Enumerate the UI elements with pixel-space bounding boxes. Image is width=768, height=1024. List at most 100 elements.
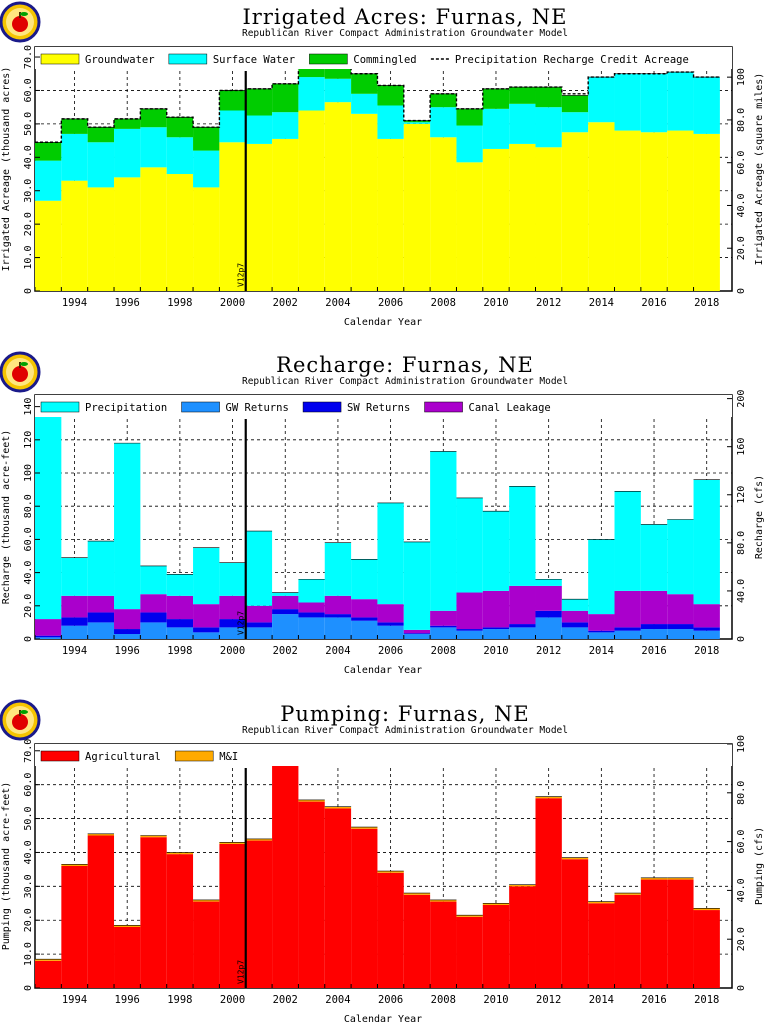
bar-segment bbox=[430, 610, 457, 626]
y-tick-label: 0 bbox=[23, 985, 34, 991]
y-axis-label-left: Irrigated Acreage (thousand acres) bbox=[1, 67, 12, 272]
bar-segment bbox=[456, 915, 483, 917]
x-tick-label: 1998 bbox=[167, 297, 192, 309]
x-tick-label: 2012 bbox=[536, 645, 561, 657]
axis-ticks: 0 10.0 20.0 30.0 40.0 50.0 60.0 70.0 0 20.0 40.0 60… bbox=[23, 45, 747, 309]
x-axis-label: Calendar Year bbox=[344, 665, 422, 676]
legend-label: Precipitation bbox=[85, 402, 167, 414]
bar-segment bbox=[693, 908, 720, 911]
bar-segment bbox=[456, 162, 483, 291]
bar-segment bbox=[403, 629, 431, 634]
y-tick-label: 40.0 bbox=[23, 145, 34, 169]
bar-segment bbox=[245, 627, 273, 639]
bar-segment bbox=[272, 609, 299, 615]
bar-segment bbox=[535, 579, 562, 586]
bar-segment bbox=[245, 622, 273, 628]
bar-segment bbox=[430, 137, 457, 291]
x-tick-label: 2006 bbox=[378, 297, 403, 309]
bar-segment bbox=[114, 443, 141, 610]
y2-tick-label: 0 bbox=[736, 288, 747, 294]
bar-segment bbox=[535, 107, 562, 148]
bar-segment bbox=[403, 894, 431, 988]
bar-segment bbox=[193, 901, 220, 988]
x-tick-label: 2012 bbox=[536, 994, 561, 1006]
bar-segment bbox=[35, 160, 62, 201]
bar-segment bbox=[193, 899, 220, 902]
bar-segment bbox=[430, 899, 457, 902]
bar-segment bbox=[482, 629, 510, 639]
bar-segment bbox=[140, 565, 167, 595]
bar-segment bbox=[561, 132, 589, 291]
x-tick-label: 1996 bbox=[115, 297, 140, 309]
x-tick-label: 2006 bbox=[378, 994, 403, 1006]
bar-segment bbox=[377, 604, 404, 623]
legend-swatch bbox=[40, 750, 80, 762]
bar-segment bbox=[482, 590, 510, 628]
y-tick-label: 60.0 bbox=[23, 78, 34, 102]
x-tick-label: 1994 bbox=[62, 645, 87, 657]
legend-swatch bbox=[40, 401, 80, 413]
y-axis-label-left: Pumping (thousand acre-feet) bbox=[1, 782, 12, 951]
bar-segment bbox=[114, 629, 141, 635]
y2-tick-label: 80.0 bbox=[736, 108, 747, 132]
bar-segment bbox=[640, 879, 668, 988]
bar-segment bbox=[219, 627, 246, 639]
bar-segment bbox=[561, 112, 589, 133]
legend-label: GW Returns bbox=[226, 402, 289, 414]
bar-segment bbox=[430, 627, 457, 639]
y-tick-label: 10.0 bbox=[23, 942, 34, 966]
x-tick-label: 2006 bbox=[378, 645, 403, 657]
bar-segment bbox=[61, 625, 88, 639]
version-marker: V12p7 bbox=[237, 419, 247, 639]
bar-segment bbox=[456, 108, 483, 126]
bar-segment bbox=[509, 884, 536, 887]
bar-segment bbox=[35, 398, 62, 620]
bar-segment bbox=[667, 629, 694, 639]
bar-segment bbox=[324, 614, 352, 618]
bar-segment bbox=[166, 117, 194, 138]
bar-segment bbox=[509, 585, 536, 625]
bar-segment bbox=[298, 801, 325, 988]
bar-segment bbox=[61, 866, 88, 988]
bar-segment bbox=[535, 617, 562, 639]
x-tick-label: 2000 bbox=[220, 645, 245, 657]
chart-subtitle: Republican River Compact Administration … bbox=[242, 376, 568, 387]
x-tick-label: 1994 bbox=[62, 994, 87, 1006]
bar-segment bbox=[193, 632, 220, 639]
bar-segment bbox=[614, 491, 641, 591]
bar-segment bbox=[114, 925, 141, 927]
bar-segment bbox=[324, 595, 352, 615]
bar-segment bbox=[245, 143, 273, 291]
bar-segment bbox=[351, 620, 378, 639]
bar-segment bbox=[456, 497, 483, 593]
bar-segment bbox=[298, 617, 325, 639]
bar-segment bbox=[140, 835, 167, 838]
bar-segment bbox=[351, 93, 378, 114]
bar-segment bbox=[561, 627, 589, 639]
bar-segment bbox=[430, 901, 457, 988]
bar-segment bbox=[430, 625, 457, 628]
bar-segment bbox=[456, 592, 483, 630]
bar-segment bbox=[324, 78, 352, 103]
bar-segment bbox=[377, 502, 404, 605]
x-tick-label: 2018 bbox=[694, 994, 719, 1006]
bar-segment bbox=[377, 85, 404, 106]
y-tick-label: 10.0 bbox=[23, 246, 34, 270]
bar-segment bbox=[561, 95, 589, 113]
version-marker: V12p7 bbox=[237, 71, 247, 291]
bar-segment bbox=[87, 127, 115, 143]
bar-segment bbox=[140, 612, 167, 623]
bar-segment bbox=[324, 808, 352, 988]
bar-segment bbox=[403, 123, 431, 291]
legend-label: M&I bbox=[219, 751, 238, 763]
bar-segment bbox=[430, 451, 457, 611]
x-tick-label: 2010 bbox=[483, 994, 508, 1006]
bar-segment bbox=[561, 610, 589, 623]
bar-segment bbox=[140, 594, 167, 613]
bar-segment bbox=[403, 541, 431, 630]
bar-series bbox=[35, 743, 720, 988]
bar-segment bbox=[377, 871, 404, 873]
bar-segment bbox=[219, 595, 246, 620]
y-axis-label-right: Pumping (cfs) bbox=[754, 827, 765, 905]
bar-segment bbox=[114, 128, 141, 178]
